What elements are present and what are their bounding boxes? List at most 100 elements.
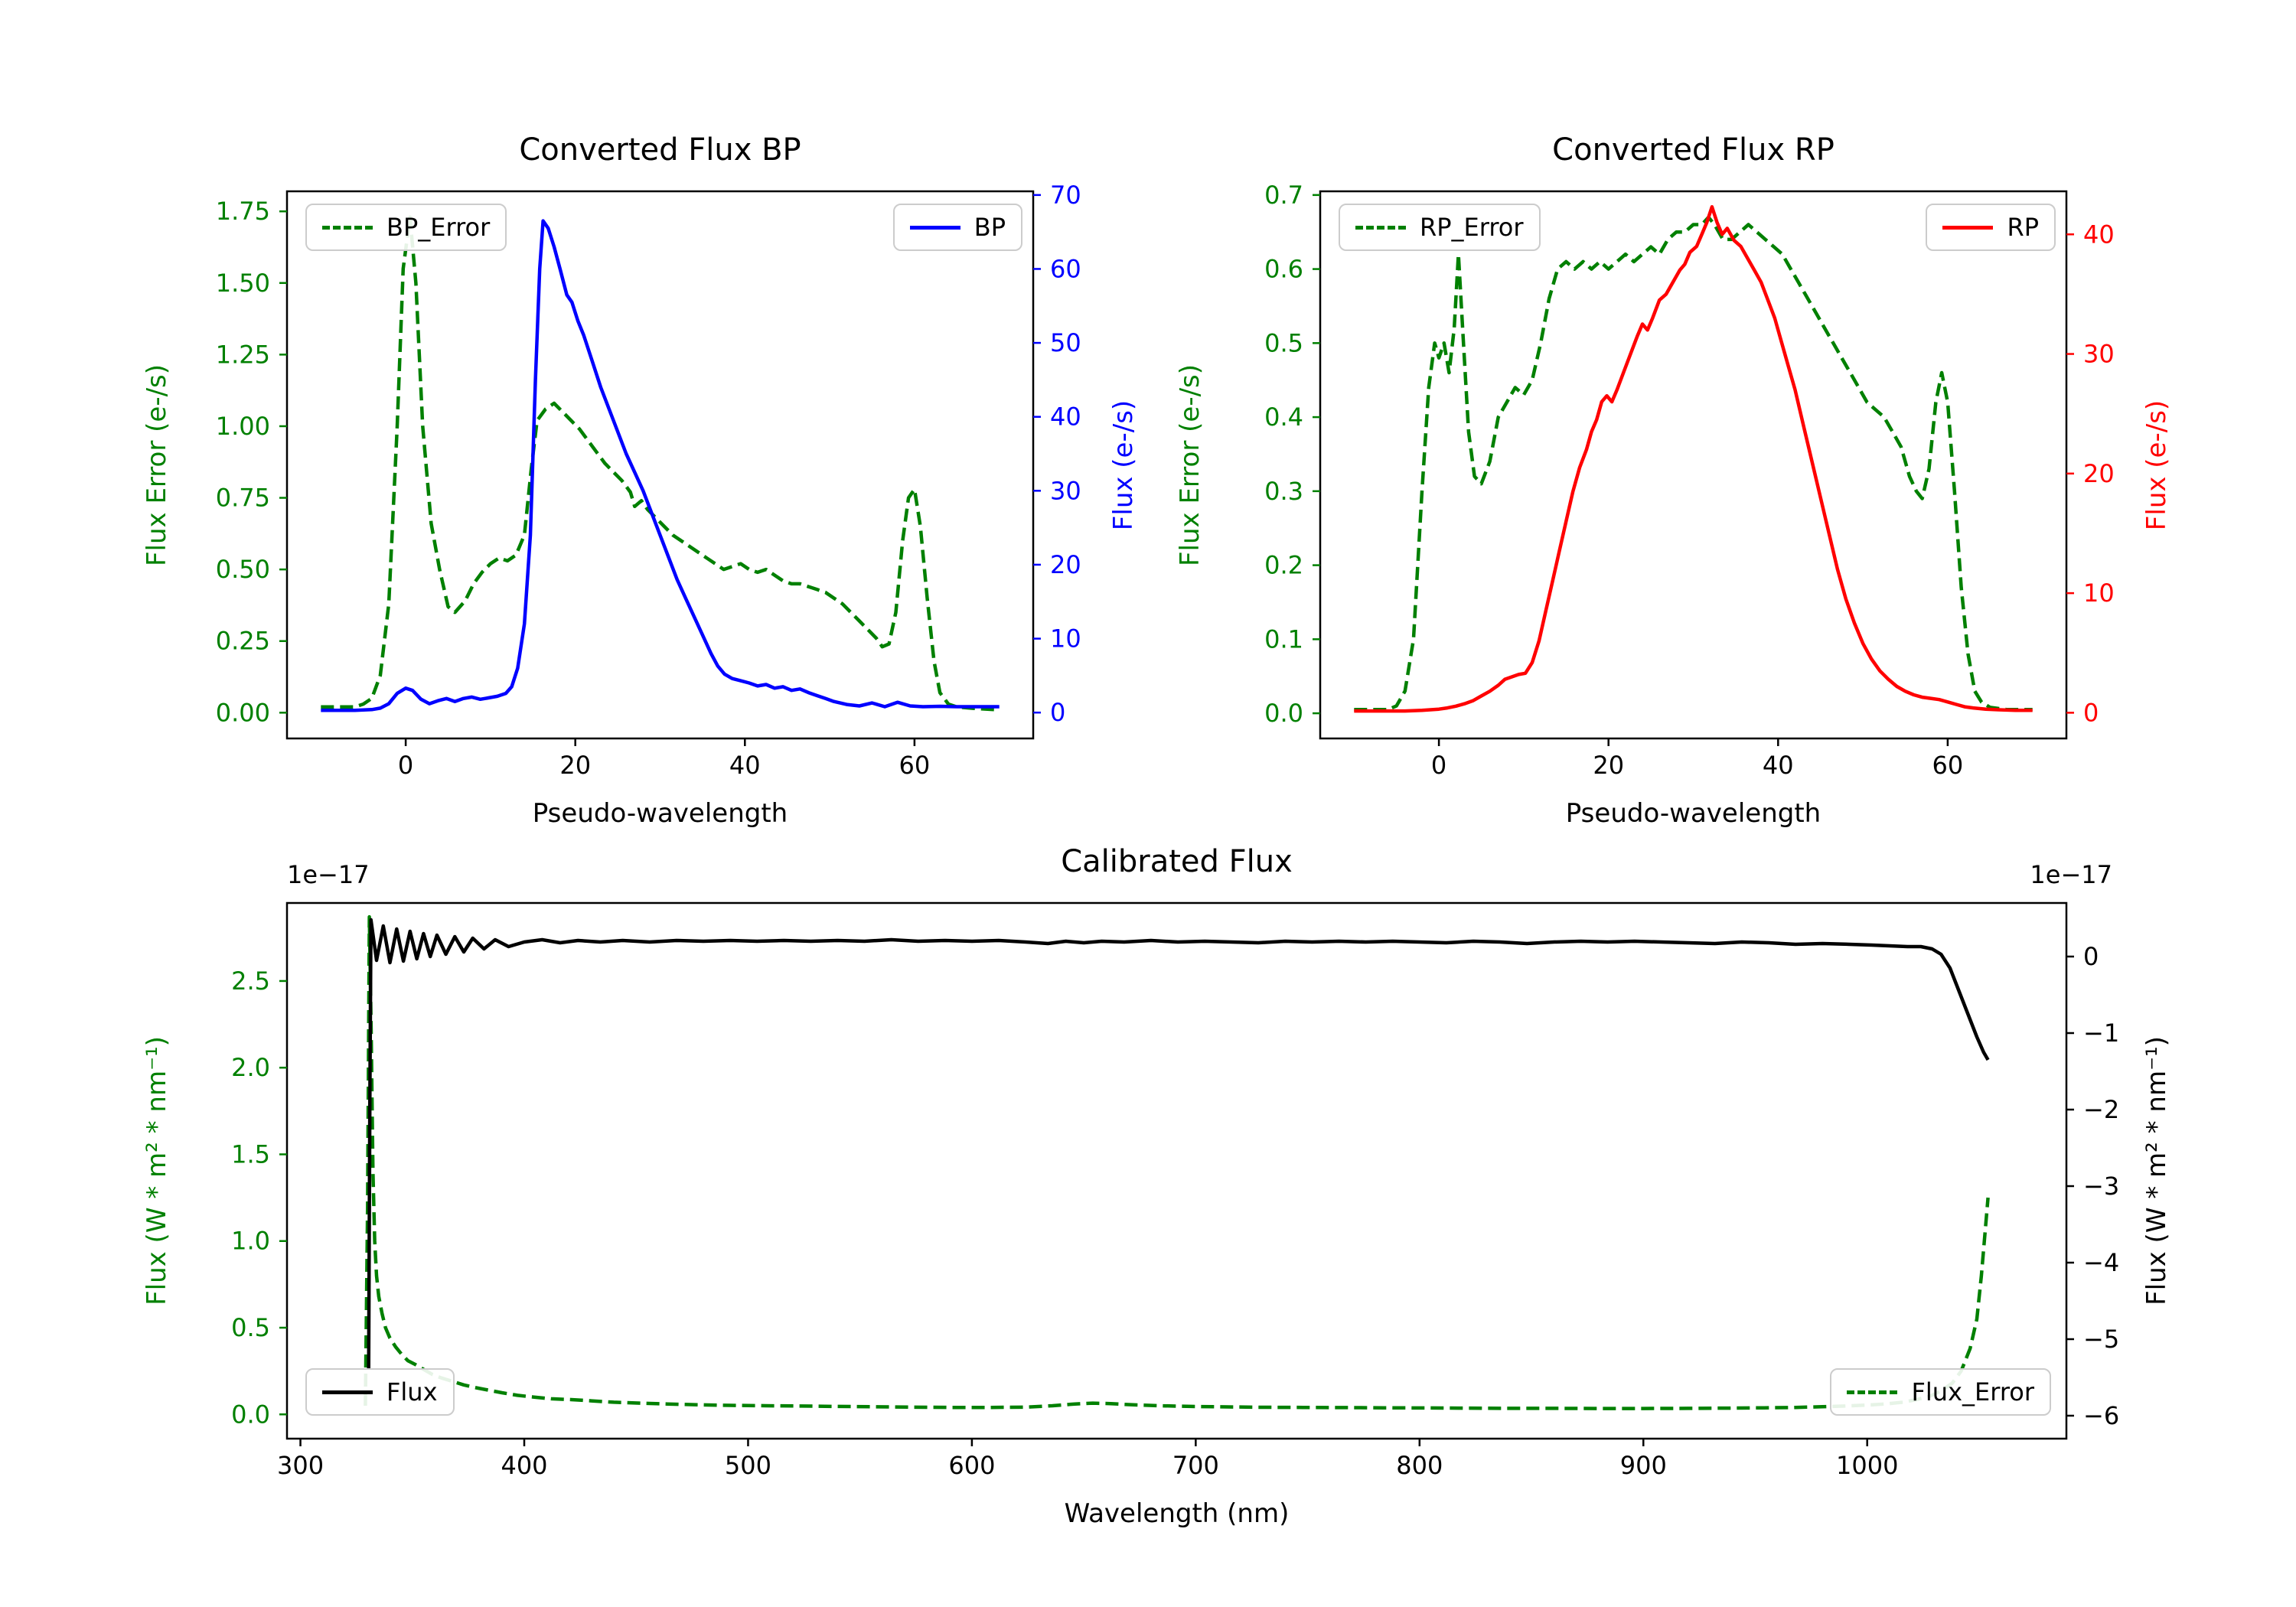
legend-line-sample-flux [322,1390,373,1394]
rp-error-line [1354,215,2033,712]
y-axis-label-left-calibrated: Flux (W * m² * nm⁻¹) [142,1036,172,1305]
y-right-tick-label: 70 [1050,181,1081,210]
y-left-tick-label: 0.5 [1264,328,1303,357]
y-axis-label-right-rp: Flux (e-/s) [2141,399,2172,530]
bp-line [321,219,1000,712]
y-left-tick-label: 0.0 [1264,699,1303,728]
legend-label-flux-error: Flux_Error [1911,1377,2034,1407]
legend-flux-error: Flux_Error [1830,1368,2051,1416]
legend-label-bp: BP [974,213,1006,242]
y-right-tick-label: 0 [2083,942,2099,971]
x-axis-label-calibrated: Wavelength (nm) [1064,1498,1290,1529]
y-right-tick-label: 20 [1050,550,1081,579]
y-right-tick-label: −1 [2083,1019,2119,1048]
x-tick-label: 500 [725,1451,771,1480]
legend-line-sample-rp [1942,225,1994,230]
legend-label-rp-error: RP_Error [1420,213,1524,242]
y-left-tick-label: 0.3 [1264,477,1303,506]
y-left-tick-label: 0.4 [1264,403,1303,432]
y-left-tick-label: 0.7 [1264,181,1303,210]
legend-label-bp-error: BP_Error [386,213,491,242]
y-right-tick-label: 30 [1050,476,1081,505]
legend-bp-error: BP_Error [305,204,507,251]
y-right-tick-label: 60 [1050,254,1081,283]
y-left-tick-label: 0.0 [231,1400,270,1429]
x-tick-label: 60 [1932,751,1964,780]
x-axis-label-rp: Pseudo-wavelength [1565,798,1821,829]
y-right-tick-label: 0 [2083,698,2099,727]
rp-plot-area: 0 20 40 60 0.0 0.1 0.2 0.3 0.4 0.5 0.6 0.7 0 10 20 30 40 [1264,181,2115,780]
y-left-tick-label: 0.00 [216,698,270,727]
x-tick-label: 900 [1620,1451,1667,1480]
x-tick-label: 0 [398,751,413,780]
x-tick-label: 700 [1172,1451,1219,1480]
subplot-calibrated-flux: Calibrated Flux 1e−17 1e−17 Flux (W * m²… [142,844,2172,1529]
axes-frame [285,901,2068,1440]
flux-error-line [364,914,1990,1410]
y-right-tick-label: −6 [2083,1401,2119,1430]
x-tick-label: 20 [559,751,591,780]
y-left-tick-label: 0.50 [216,555,270,584]
axes-frame [1319,190,2068,740]
x-tick-label: 600 [948,1451,995,1480]
y-right-tick-label: 10 [1050,624,1081,654]
y-left-tick-label: 1.0 [231,1227,270,1256]
y-left-tick-label: 0.25 [216,627,270,656]
legend-line-sample-bp [909,225,960,230]
chart-title-bp: Converted Flux BP [519,132,801,168]
flux-line [367,918,1990,1371]
y-left-tick-label: 0.2 [1264,551,1303,580]
offset-text-left: 1e−17 [287,860,370,889]
offset-text-right: 1e−17 [2030,860,2112,889]
y-axis-label-left-rp: Flux Error (e-/s) [1175,363,1205,566]
rp-line [1354,205,2033,713]
legend-line-sample-bp-error [322,225,373,230]
y-left-tick-label: 1.00 [216,412,270,441]
y-right-tick-label: −5 [2083,1325,2119,1354]
calibrated-plot-area: 300 400 500 600 700 800 900 1000 0.0 0.5 1.0 1.5 2.0… [231,901,2119,1480]
x-tick-label: 300 [277,1451,324,1480]
y-right-tick-label: 40 [2083,220,2115,249]
subplot-converted-flux-bp: Converted Flux BP Flux Error (e-/s) Flux… [142,132,1139,829]
y-left-tick-label: 0.75 [216,484,270,513]
y-axis-label-left-bp: Flux Error (e-/s) [142,363,172,566]
legend-bp: BP [892,204,1022,251]
y-right-tick-label: −2 [2083,1095,2119,1124]
y-left-tick-label: 0.1 [1264,624,1303,654]
x-tick-label: 40 [1763,751,1794,780]
y-axis-label-right-calibrated: Flux (W * m² * nm⁻¹) [2141,1036,2172,1305]
y-right-tick-label: 0 [1050,698,1065,727]
y-right-tick-label: 50 [1050,328,1081,357]
subplot-converted-flux-rp: Converted Flux RP Flux Error (e-/s) Flux… [1175,132,2172,829]
legend-label-flux: Flux [386,1377,438,1407]
chart-title-rp: Converted Flux RP [1552,132,1835,168]
y-left-tick-label: 2.5 [231,966,270,996]
legend-rp: RP [1926,204,2056,251]
x-axis-label-bp: Pseudo-wavelength [532,798,788,829]
y-right-tick-label: 10 [2083,579,2115,608]
chart-title-calibrated: Calibrated Flux [1061,844,1293,879]
y-left-tick-label: 1.25 [216,340,270,369]
y-left-tick-label: 1.50 [216,269,270,298]
y-left-tick-label: 0.6 [1264,255,1303,284]
y-right-tick-label: −4 [2083,1248,2119,1277]
x-tick-label: 60 [899,751,931,780]
x-tick-label: 40 [729,751,761,780]
x-tick-label: 0 [1431,751,1446,780]
x-tick-label: 1000 [1836,1451,1898,1480]
y-right-tick-label: 30 [2083,340,2115,369]
legend-flux: Flux [305,1368,455,1416]
y-right-tick-label: 20 [2083,459,2115,488]
x-tick-label: 400 [501,1451,547,1480]
y-left-tick-label: 2.0 [231,1053,270,1082]
legend-line-sample-flux-error [1847,1390,1898,1394]
legend-line-sample-rp-error [1355,225,1406,230]
bp-plot-area: 0 20 40 60 0.00 0.25 0.50 0.75 1.00 1.25 1.50 1.75 0… [216,181,1081,780]
x-tick-label: 20 [1593,751,1624,780]
y-right-tick-label: 40 [1050,403,1081,432]
y-left-tick-label: 1.5 [231,1139,270,1169]
x-tick-label: 800 [1396,1451,1443,1480]
y-left-tick-label: 1.75 [216,197,270,226]
legend-label-rp: RP [2007,213,2039,242]
